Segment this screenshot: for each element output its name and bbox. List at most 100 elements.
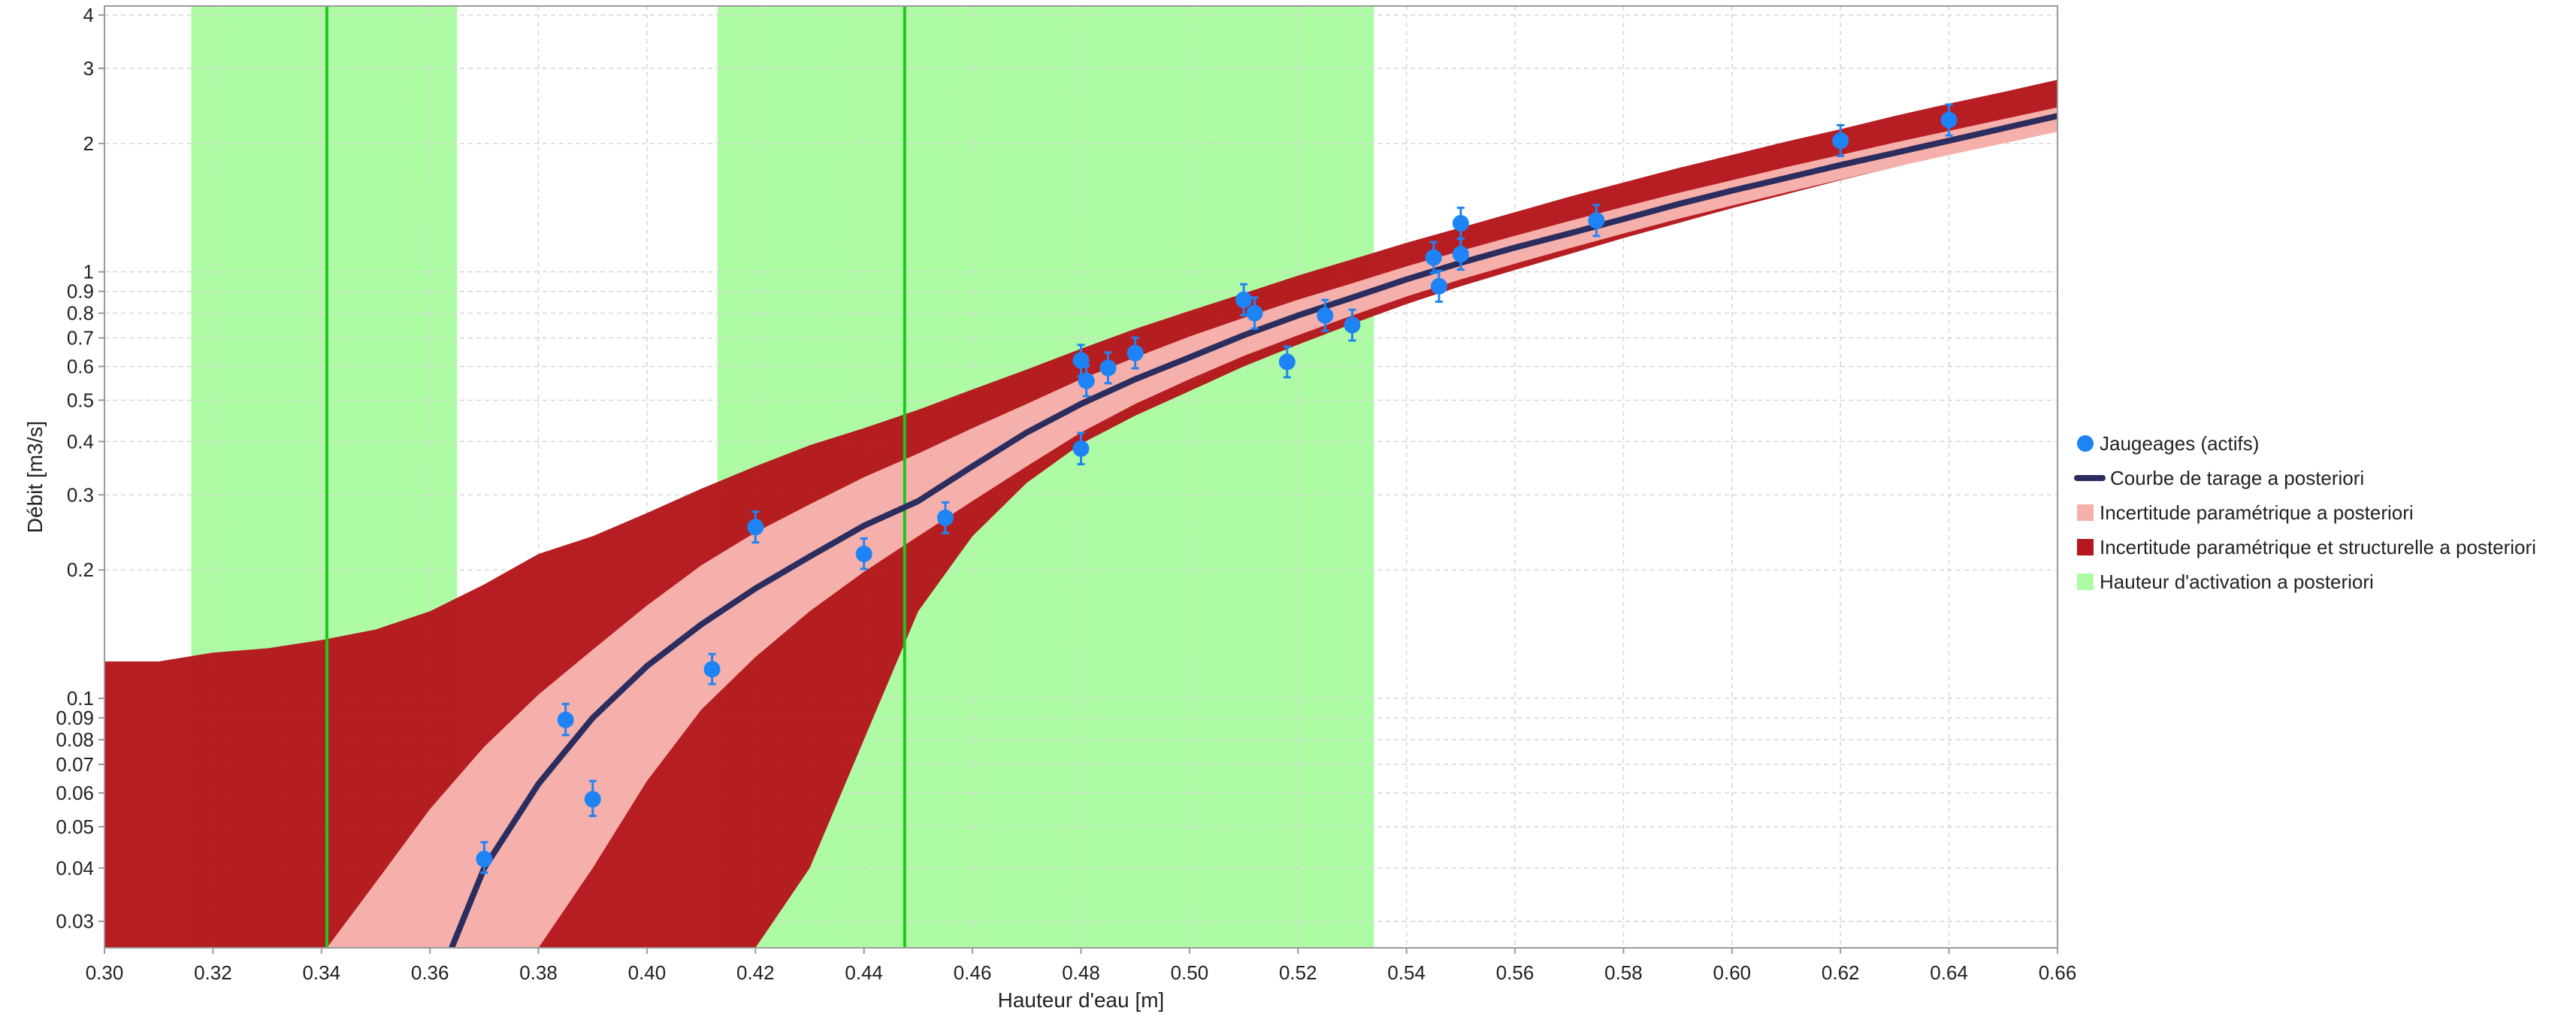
legend-item-parametric-uncertainty: Incertitude paramétrique a posteriori [2077,501,2414,524]
x-tick-label: 0.54 [1387,961,1426,984]
gauging-point [1246,296,1263,330]
y-tick-label: 0.7 [67,327,94,350]
x-tick-label: 0.46 [954,961,992,984]
gauging-point [584,779,601,817]
gauging-marker [1235,291,1253,308]
x-tick-label: 0.42 [736,961,775,984]
gauging-marker [1072,440,1090,457]
x-tick-label: 0.64 [1930,961,1968,984]
gauging-point [1588,204,1605,238]
y-axis-title: Débit [m3/s] [23,421,47,533]
x-tick-label: 0.48 [1062,961,1100,984]
axes: 0.30 0.32 0.34 0.36 0.38 0.40 0.42 0.44 0.46 0.48… [23,4,2076,1012]
gauging-marker [1832,132,1849,150]
plot-data [104,6,2057,948]
x-tick-label: 0.60 [1713,961,1752,984]
legend-item-gaugings: Jaugeages (actifs) [2077,432,2259,455]
gauging-marker [855,546,872,563]
gauging-marker [1126,344,1144,362]
x-tick-label: 0.34 [302,961,340,984]
gauging-point [557,703,574,737]
y-tick-label: 0.6 [67,356,94,378]
y-tick-label: 3 [83,57,94,80]
y-tick-label: 0.06 [56,782,94,804]
y-tick-label: 4 [83,4,94,26]
x-tick-label: 0.44 [845,961,883,984]
gauging-point [1452,238,1469,271]
y-tick-label: 0.05 [56,816,94,838]
legend-swatch-icon [2077,539,2094,555]
gauging-point [1317,298,1334,332]
gauging-marker [476,850,493,867]
y-tick-label: 0.07 [56,753,94,776]
x-tick-label: 0.52 [1279,961,1317,984]
gauging-marker [1344,316,1361,334]
y-tick-label: 0.2 [67,558,94,581]
rating-curve-line [449,113,2057,948]
x-tick-label: 0.30 [86,961,124,984]
y-tick-label: 0.4 [67,430,94,452]
gauging-marker [1078,372,1095,389]
legend-item-activation-band: Hauteur d'activation a posteriori [2077,571,2374,593]
parametric-uncertainty-band [326,107,2057,948]
gauging-marker [1588,212,1605,229]
gauging-point [1832,124,1849,158]
gauging-marker [1452,214,1469,232]
gauging-marker [1099,359,1117,377]
y-tick-label: 0.3 [67,483,94,506]
gauging-marker [1452,246,1469,263]
gauging-point [1235,283,1253,316]
gauging-marker [1317,307,1334,324]
gauging-point [1344,308,1361,342]
gauging-point [1425,241,1442,274]
gauging-marker [1430,277,1447,295]
gauging-point [1278,345,1296,379]
gauging-marker [557,711,574,728]
gauging-point [937,501,954,534]
gauging-point [855,537,872,571]
gauging-marker [937,509,954,526]
x-tick-label: 0.50 [1171,961,1209,984]
gauging-marker [1278,353,1296,371]
y-tick-label: 0.8 [67,302,94,325]
legend-label: Courbe de tarage a posteriori [2110,467,2364,489]
gauging-marker [1425,249,1442,266]
legend-dot-icon [2077,435,2094,452]
legend: Jaugeages (actifs) Courbe de tarage a pos… [2074,432,2536,593]
gauging-marker [1246,304,1263,322]
x-tick-label: 0.38 [519,961,558,984]
x-tick-label: 0.62 [1822,961,1860,984]
y-tick-label: 0.1 [67,687,94,710]
x-tick-label: 0.36 [411,961,449,984]
gauging-marker [703,661,721,678]
gauging-point [747,510,764,544]
x-tick-label: 0.56 [1496,961,1534,984]
y-tick-label: 0.08 [56,728,94,751]
y-tick-label: 0.09 [56,707,94,729]
legend-item-rating-curve: Courbe de tarage a posteriori [2074,467,2364,489]
y-tick-label: 0.9 [67,280,94,303]
gauging-marker [1940,111,1958,129]
legend-swatch-icon [2077,504,2094,521]
y-tick-label: 0.04 [56,857,94,879]
y-tick-label: 0.03 [56,910,94,933]
x-tick-label: 0.66 [2039,961,2077,984]
legend-label: Jaugeages (actifs) [2100,432,2259,455]
legend-label: Incertitude paramétrique a posteriori [2100,501,2414,524]
gauging-point [1072,431,1090,466]
x-tick-label: 0.58 [1604,961,1643,984]
gauging-marker [747,519,764,536]
legend-label: Hauteur d'activation a posteriori [2100,571,2374,593]
y-tick-label: 1 [83,261,94,283]
gauging-marker [584,791,601,808]
gauging-point [1126,336,1144,370]
gauging-point [703,652,721,686]
gauging-point [476,840,493,874]
y-tick-label: 0.5 [67,389,94,411]
x-tick-label: 0.40 [628,961,667,984]
legend-label: Incertitude paramétrique et structurelle… [2100,536,2536,558]
gauging-point [1099,351,1117,385]
gauging-point [1078,364,1095,398]
